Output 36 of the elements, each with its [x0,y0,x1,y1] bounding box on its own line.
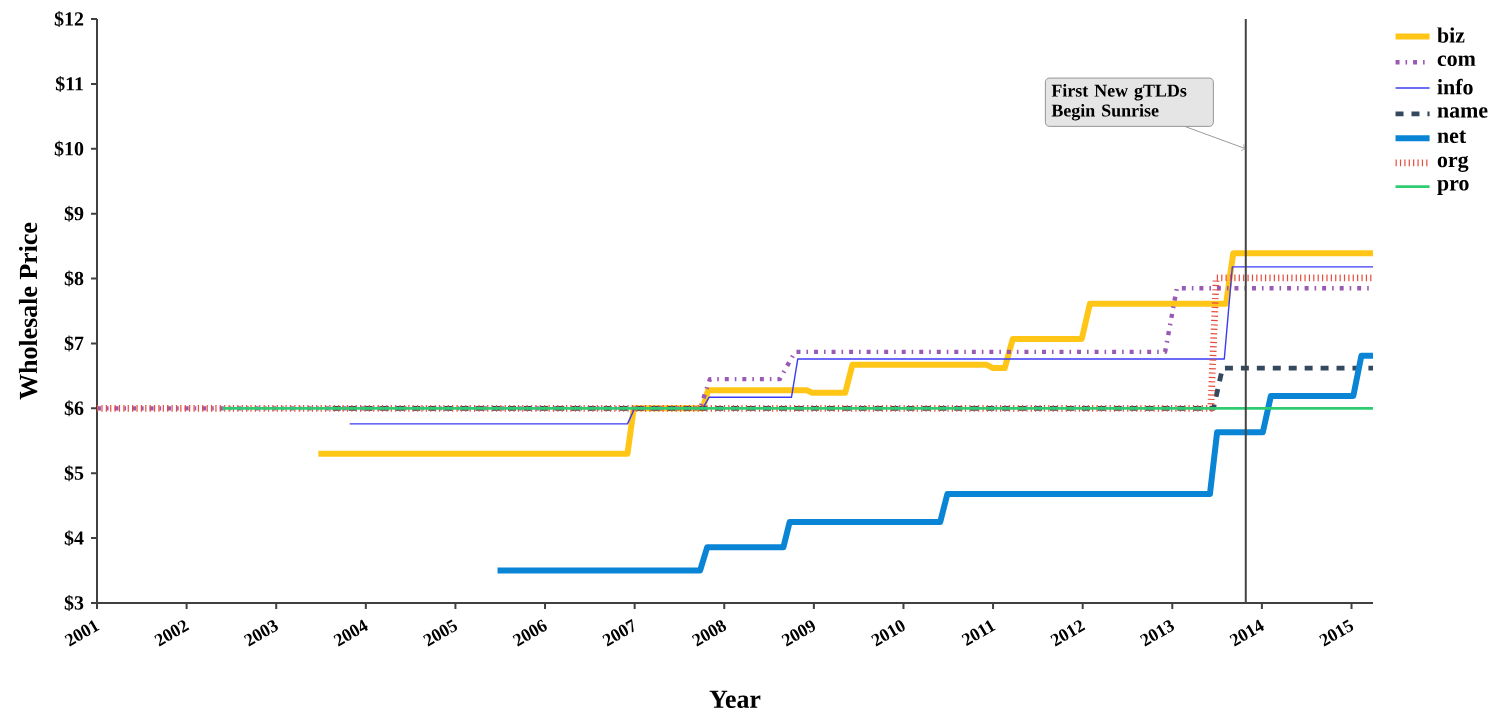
legend-label: name [1437,107,1488,118]
x-tick-label: 2008 [691,620,727,647]
x-tick-label: 2001 [64,620,100,647]
legend-label: biz [1437,27,1465,43]
x-axis-title: Year [709,690,761,708]
x-tick-label: 2007 [602,618,634,647]
legend-label: org [1437,155,1469,172]
y-tick-label: $11 [55,75,83,92]
y-axis-title: Wholesale Price [18,222,38,400]
x-tick-label: 2004 [333,619,368,647]
x-tick-label: 2010 [871,620,905,647]
y-tick-label: $5 [64,465,84,482]
x-tick-label: 2014 [1229,619,1264,647]
x-tick-label: 2013 [1139,620,1175,647]
x-tick-label: 2011 [961,620,996,647]
x-tick-label: 2015 [1319,619,1354,647]
x-tick-label: 2009 [781,620,815,647]
annotation: First New gTLDs Begin Sunrise [1051,84,1187,121]
y-tick-label: $10 [54,140,84,157]
y-tick-label: $3 [64,595,84,611]
y-tick-label: $4 [64,530,84,547]
legend-label: info [1437,78,1473,95]
x-tick-label: 2003 [243,620,278,647]
x-tick-label: 2005 [423,619,458,647]
x-tick-label: 2006 [512,619,547,647]
y-tick-label: $7 [64,335,84,352]
y-tick-label: $6 [64,400,84,417]
y-tick-label: $9 [64,205,84,222]
legend-label: com [1437,55,1476,67]
x-tick-label: 2012 [1050,620,1086,647]
y-tick-label: $8 [64,270,84,287]
legend-label: pro [1437,180,1469,196]
y-tick-label: $12 [54,11,84,27]
line-series [349,266,1374,425]
x-tick-label: 2002 [154,620,190,647]
legend-label: net [1437,130,1467,144]
